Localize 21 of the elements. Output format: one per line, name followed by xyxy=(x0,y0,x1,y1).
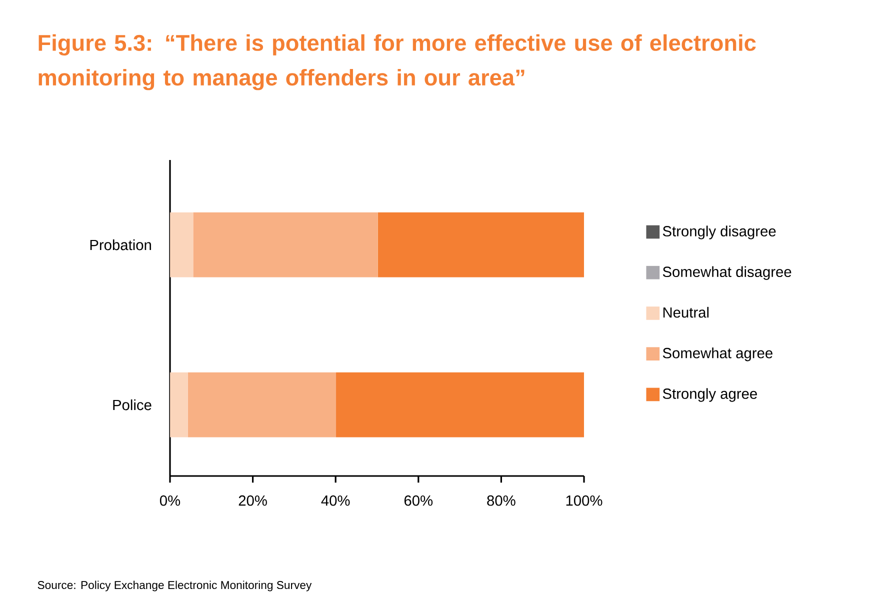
y-tick-label: Probation xyxy=(90,239,151,250)
bar xyxy=(336,372,584,438)
x-tick-label: 60% xyxy=(404,495,433,506)
legend-label: Somewhat disagree xyxy=(662,266,792,280)
x-tick-label: 0% xyxy=(160,495,180,506)
x-tick-label: 100% xyxy=(566,495,602,506)
bar xyxy=(170,372,188,438)
bar xyxy=(378,212,584,278)
legend-label: Somewhat agree xyxy=(662,348,772,362)
legend-label: Strongly disagree xyxy=(662,226,776,240)
source-note: Source: Policy Exchange Electronic Monitoring Survey xyxy=(38,580,312,592)
x-tick-label: 20% xyxy=(238,495,267,506)
x-tick-label: 40% xyxy=(321,495,350,506)
bar xyxy=(193,212,378,278)
legend-label: Strongly agree xyxy=(662,388,757,402)
legend-label: Neutral xyxy=(663,306,709,318)
bar xyxy=(188,372,336,438)
x-tick-label: 80% xyxy=(487,495,516,506)
chart-title: Figure 5.3: “There is potential for more effective use of electronic monitoring to manage offenders in our area” xyxy=(38,34,756,90)
bar xyxy=(170,212,194,278)
y-tick-label: Police xyxy=(113,399,152,410)
